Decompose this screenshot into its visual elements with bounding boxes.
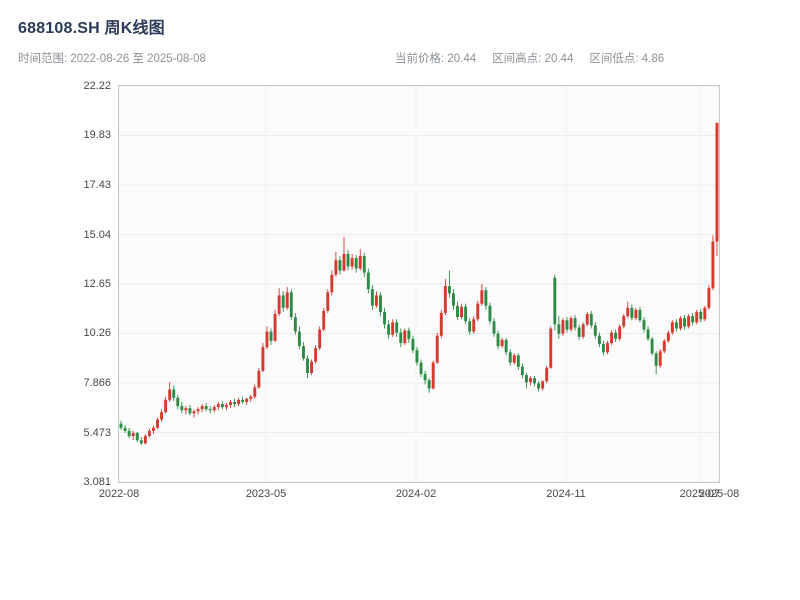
y-axis-tick-label: 7.866 — [83, 376, 111, 389]
x-axis-tick-label: 2023-05 — [245, 488, 287, 500]
current-price-label: 当前价格: 20.44 — [395, 53, 477, 65]
price-stats: 当前价格: 20.44 区间高点: 20.44 区间低点: 4.86 — [395, 50, 664, 66]
subheader: 时间范围: 2022-08-26 至 2025-08-08 当前价格: 20.4… — [18, 50, 790, 66]
x-axis-tick-label: 2024-11 — [546, 488, 586, 500]
range-low-label: 区间低点: 4.86 — [589, 53, 665, 65]
x-axis-tick-label: 2024-02 — [395, 488, 437, 500]
candlestick-chart: 3.081 5.473 7.866 10.26 12.65 15.04 17.43 19.83… — [83, 80, 739, 500]
y-axis-tick-label: 19.83 — [83, 129, 111, 142]
y-axis-tick-label: 17.43 — [83, 179, 111, 192]
x-axis: 2022-08 2023-05 2024-02 2024-11 2025-07 2025-… — [99, 482, 739, 504]
candlestick-plot — [119, 86, 719, 482]
range-high-label: 区间高点: 20.44 — [492, 53, 574, 65]
x-axis-tick-label: 2025-08 — [698, 488, 740, 500]
y-axis-tick-label: 5.473 — [83, 426, 111, 439]
y-axis-tick-label: 3.081 — [83, 476, 111, 488]
y-axis-tick-label: 10.26 — [83, 327, 111, 340]
x-axis-tick-label: 2025-07 — [679, 488, 720, 500]
page-title: 688108.SH 周K线图 — [18, 20, 165, 37]
time-range-label: 时间范围: 2022-08-26 至 2025-08-08 — [18, 53, 206, 65]
y-axis-tick-label: 12.65 — [83, 278, 111, 290]
y-axis-tick-label: 15.04 — [83, 228, 111, 241]
y-axis-tick-label: 22.22 — [83, 80, 111, 92]
x-axis-tick-label: 2022-08 — [98, 488, 140, 500]
y-axis: 3.081 5.473 7.866 10.26 12.65 15.04 17.43 19.83… — [49, 80, 119, 488]
